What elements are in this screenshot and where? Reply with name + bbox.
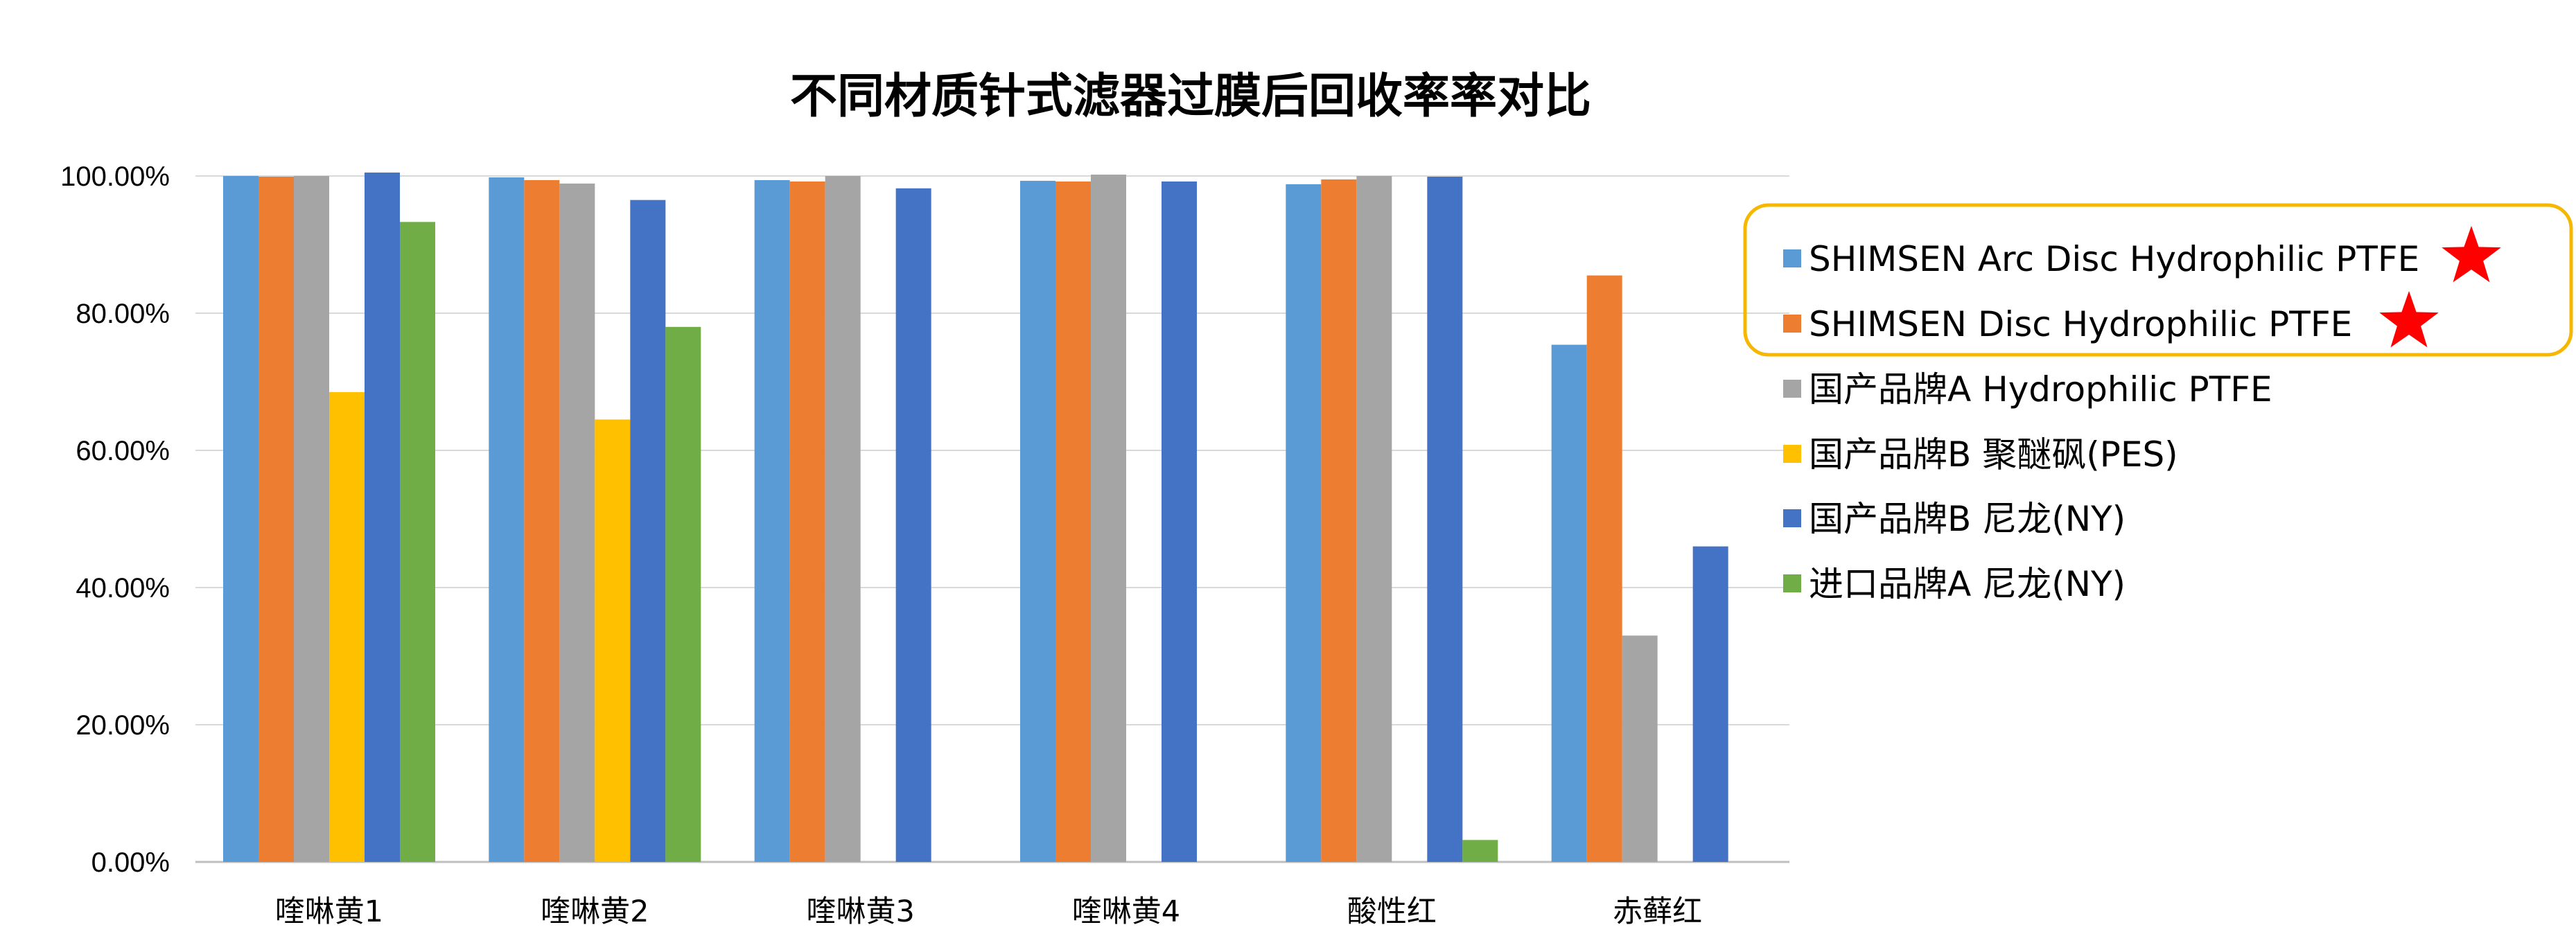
legend-swatch — [1783, 509, 1801, 527]
bar — [1321, 179, 1357, 862]
x-tick-label: 喹啉黄4 — [1072, 894, 1180, 929]
bar — [259, 176, 294, 863]
star-icon — [2379, 291, 2439, 348]
legend: SHIMSEN Arc Disc Hydrophilic PTFE SHIMSEN… — [1743, 203, 2573, 604]
x-axis-ticks: 喹啉黄1 喹啉黄2 喹啉黄3 喹啉黄4 酸性红 赤藓红 — [275, 894, 1702, 929]
bar — [1020, 180, 1055, 862]
bar — [400, 222, 435, 863]
legend-highlight-box — [1743, 203, 2573, 357]
bar — [223, 176, 259, 862]
x-tick-label: 喹啉黄3 — [806, 894, 914, 929]
legend-label: SHIMSEN Disc Hydrophilic PTFE — [1809, 304, 2352, 344]
y-tick-label: 100.00% — [60, 161, 170, 192]
bar — [825, 176, 861, 862]
bar — [1356, 176, 1392, 862]
bar — [489, 177, 525, 863]
bar — [559, 183, 595, 862]
bar — [789, 181, 825, 862]
bar — [329, 391, 365, 862]
gridlines — [195, 175, 1789, 863]
bar — [1692, 546, 1728, 862]
legend-label: 国产品牌B 聚醚砜(PES) — [1809, 434, 2178, 475]
y-tick-label: 0.00% — [91, 847, 170, 878]
x-tick-label: 喹啉黄1 — [275, 894, 383, 929]
x-tick-label: 酸性红 — [1347, 894, 1437, 929]
bar — [1427, 176, 1463, 863]
bar — [1162, 181, 1197, 862]
legend-swatch — [1783, 574, 1801, 592]
bars — [223, 173, 1728, 863]
bar — [1622, 635, 1658, 862]
bar — [754, 179, 790, 862]
bar — [630, 200, 666, 862]
x-tick-label: 喹啉黄2 — [541, 894, 649, 929]
bar — [1462, 840, 1498, 862]
legend-swatch — [1783, 249, 1801, 267]
y-tick-label: 60.00% — [76, 436, 170, 466]
legend-swatch — [1783, 380, 1801, 398]
bar — [595, 419, 631, 862]
bar — [1091, 175, 1126, 862]
bar — [1055, 181, 1091, 862]
legend-label: 国产品牌B 尼龙(NY) — [1809, 499, 2126, 539]
chart-title: 不同材质针式滤器过膜后回收率率对比 — [790, 69, 1591, 124]
bar — [365, 173, 400, 863]
bar — [1286, 184, 1322, 862]
bar — [665, 326, 701, 862]
y-tick-label: 80.00% — [76, 299, 170, 329]
legend-label: 进口品牌A 尼龙(NY) — [1809, 564, 2126, 604]
legend-label: SHIMSEN Arc Disc Hydrophilic PTFE — [1809, 239, 2419, 279]
y-tick-label: 20.00% — [76, 710, 170, 741]
bar — [1551, 344, 1587, 862]
bar — [1586, 275, 1622, 862]
bar — [524, 179, 560, 862]
legend-label: 国产品牌A Hydrophilic PTFE — [1809, 369, 2272, 409]
legend-swatch — [1783, 315, 1801, 333]
y-tick-label: 40.00% — [76, 573, 170, 603]
x-tick-label: 赤藓红 — [1613, 894, 1702, 929]
bar — [294, 176, 329, 862]
star-icon — [2442, 226, 2501, 283]
y-axis-ticks: 0.00% 20.00% 40.00% 60.00% 80.00% 100.00% — [60, 161, 170, 878]
legend-swatch — [1783, 445, 1801, 463]
bar — [895, 188, 931, 862]
